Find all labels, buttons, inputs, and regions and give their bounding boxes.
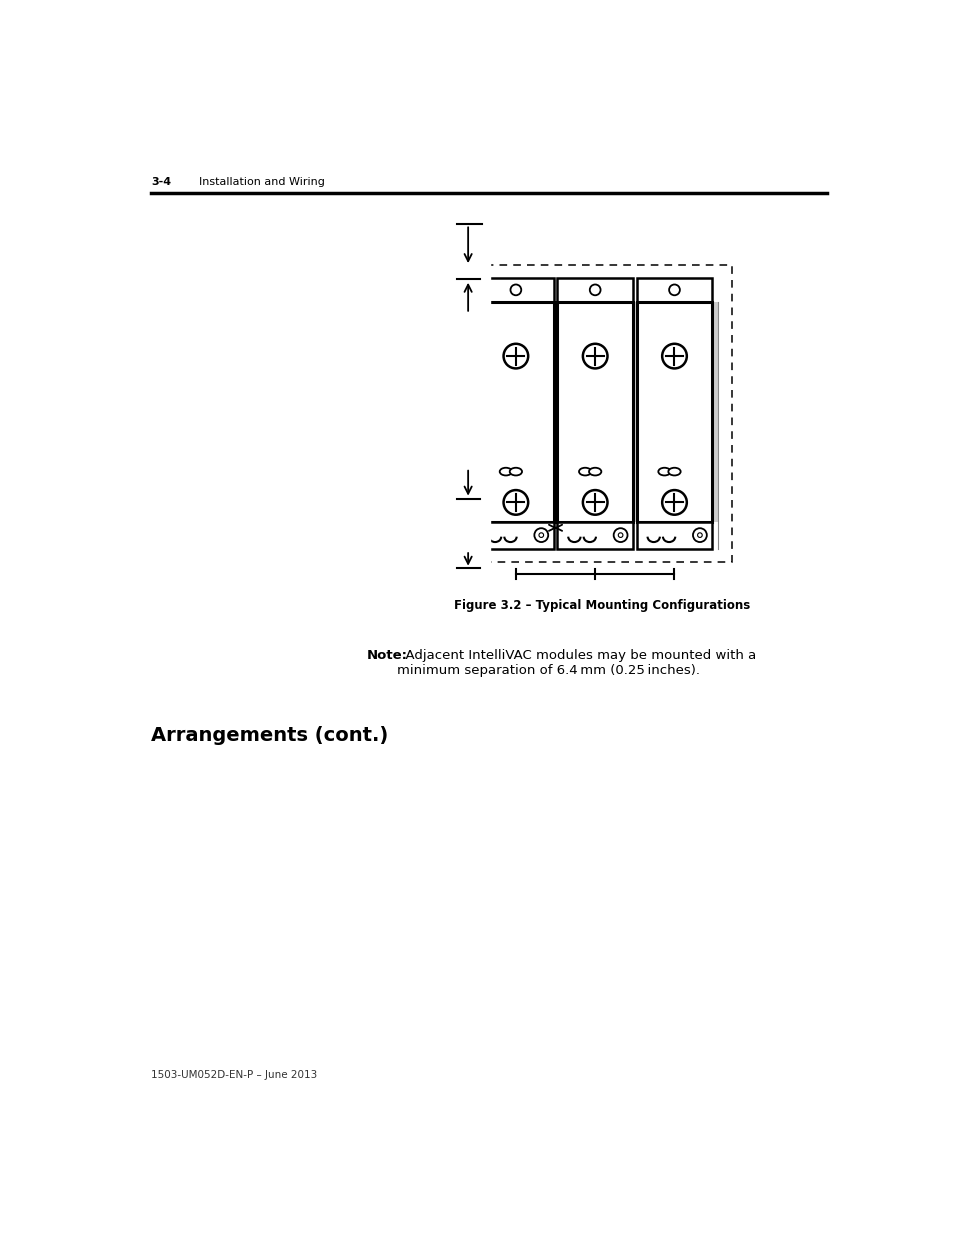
Circle shape <box>618 532 622 537</box>
Text: Adjacent IntelliVAC modules may be mounted with a
minimum separation of 6.4 mm (: Adjacent IntelliVAC modules may be mount… <box>396 648 756 677</box>
Ellipse shape <box>588 468 600 475</box>
Circle shape <box>589 284 600 295</box>
Circle shape <box>503 343 528 368</box>
Text: Note:: Note: <box>366 648 407 662</box>
Bar <box>472 266 732 562</box>
Text: Installation and Wiring: Installation and Wiring <box>198 177 324 188</box>
Bar <box>557 521 632 548</box>
Circle shape <box>613 529 627 542</box>
Circle shape <box>582 490 607 515</box>
Bar <box>557 303 632 521</box>
Text: 1503-UM052D-EN-P – June 2013: 1503-UM052D-EN-P – June 2013 <box>151 1070 316 1079</box>
Circle shape <box>661 490 686 515</box>
Text: Figure 3.2 – Typical Mounting Configurations: Figure 3.2 – Typical Mounting Configurat… <box>454 599 749 611</box>
Circle shape <box>510 284 520 295</box>
Text: 3-4: 3-4 <box>151 177 171 188</box>
Bar <box>712 303 718 521</box>
Bar <box>477 278 553 303</box>
Ellipse shape <box>578 468 591 475</box>
Circle shape <box>538 532 543 537</box>
Bar <box>632 303 639 521</box>
Circle shape <box>668 284 679 295</box>
Bar <box>477 521 553 548</box>
Bar <box>557 278 632 303</box>
Circle shape <box>534 529 548 542</box>
Bar <box>553 303 559 521</box>
Text: Arrangements (cont.): Arrangements (cont.) <box>151 726 388 745</box>
Circle shape <box>697 532 701 537</box>
Bar <box>636 303 712 521</box>
Bar <box>636 521 712 548</box>
Circle shape <box>692 529 706 542</box>
Bar <box>477 303 553 521</box>
Ellipse shape <box>509 468 521 475</box>
Circle shape <box>503 490 528 515</box>
Bar <box>636 278 712 303</box>
Ellipse shape <box>668 468 679 475</box>
Circle shape <box>661 343 686 368</box>
Ellipse shape <box>499 468 512 475</box>
Ellipse shape <box>658 468 670 475</box>
Circle shape <box>582 343 607 368</box>
